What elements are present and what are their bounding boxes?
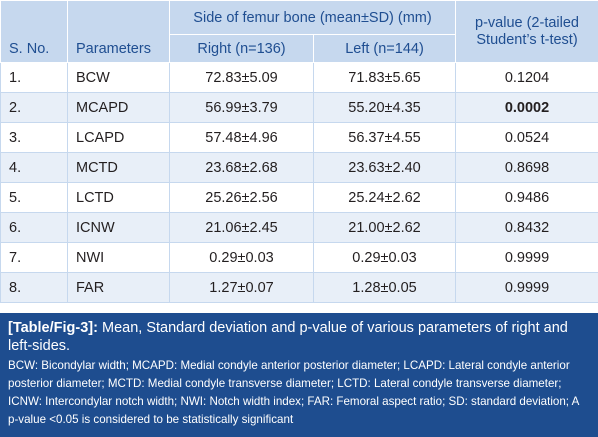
cell-pvalue: 0.8698 (455, 152, 598, 183)
table-row: 3. LCAPD 57.48±4.96 56.37±4.55 0.0524 (0, 122, 598, 153)
cell-param: LCAPD (67, 122, 170, 153)
cell-sno: 4. (0, 152, 68, 183)
cell-sno: 5. (0, 182, 68, 213)
cell-right: 72.83±5.09 (169, 62, 314, 93)
cell-param: LCTD (67, 182, 170, 213)
cell-left: 55.20±4.35 (312, 92, 457, 123)
cell-pvalue: 0.1204 (455, 62, 598, 93)
cell-param: ICNW (67, 212, 170, 243)
header-pvalue: p-value (2-tailed Student’s t-test) (455, 0, 598, 63)
header-sno: S. No. (0, 0, 68, 63)
cell-param: BCW (67, 62, 170, 93)
cell-sno: 2. (0, 92, 68, 123)
caption-title-text: Mean, Standard deviation and p-value of … (8, 320, 568, 354)
cell-left: 1.28±0.05 (312, 272, 457, 303)
cell-left: 71.83±5.65 (312, 62, 457, 93)
table-row: 1. BCW 72.83±5.09 71.83±5.65 0.1204 (0, 62, 598, 93)
cell-left: 0.29±0.03 (312, 242, 457, 273)
cell-pvalue: 0.8432 (455, 212, 598, 243)
cell-right: 21.06±2.45 (169, 212, 314, 243)
cell-right: 23.68±2.68 (169, 152, 314, 183)
figure-caption: [Table/Fig-3]: Mean, Standard deviation … (0, 313, 598, 437)
cell-pvalue: 0.9999 (455, 242, 598, 273)
table-row: 8. FAR 1.27±0.07 1.28±0.05 0.9999 (0, 272, 598, 303)
data-table: S. No. Parameters Side of femur bone (me… (0, 0, 598, 303)
cell-right: 57.48±4.96 (169, 122, 314, 153)
cell-right: 56.99±3.79 (169, 92, 314, 123)
cell-pvalue: 0.9999 (455, 272, 598, 303)
cell-sno: 1. (0, 62, 68, 93)
header-left: Left (n=144) (312, 34, 457, 63)
cell-right: 0.29±0.03 (169, 242, 314, 273)
cell-sno: 8. (0, 272, 68, 303)
header-parameters: Parameters (67, 0, 170, 63)
cell-left: 25.24±2.62 (312, 182, 457, 213)
header-right: Right (n=136) (169, 34, 314, 63)
cell-pvalue-significant: 0.0002 (455, 92, 598, 123)
caption-title: [Table/Fig-3]: Mean, Standard deviation … (8, 319, 588, 355)
cell-param: MCTD (67, 152, 170, 183)
cell-sno: 7. (0, 242, 68, 273)
cell-sno: 3. (0, 122, 68, 153)
cell-left: 21.00±2.62 (312, 212, 457, 243)
table-row: 4. MCTD 23.68±2.68 23.63±2.40 0.8698 (0, 152, 598, 183)
table-row: 5. LCTD 25.26±2.56 25.24±2.62 0.9486 (0, 182, 598, 213)
cell-sno: 6. (0, 212, 68, 243)
cell-right: 25.26±2.56 (169, 182, 314, 213)
table-row: 2. MCAPD 56.99±3.79 55.20±4.35 0.0002 (0, 92, 598, 123)
caption-label: [Table/Fig-3]: (8, 320, 98, 336)
cell-right: 1.27±0.07 (169, 272, 314, 303)
caption-notes: BCW: Bicondylar width; MCAPD: Medial con… (8, 359, 579, 426)
cell-param: MCAPD (67, 92, 170, 123)
cell-pvalue: 0.9486 (455, 182, 598, 213)
cell-left: 56.37±4.55 (312, 122, 457, 153)
table-row: 7. NWI 0.29±0.03 0.29±0.03 0.9999 (0, 242, 598, 273)
cell-param: FAR (67, 272, 170, 303)
cell-param: NWI (67, 242, 170, 273)
table-row: 6. ICNW 21.06±2.45 21.00±2.62 0.8432 (0, 212, 598, 243)
header-side-group: Side of femur bone (mean±SD) (mm) (168, 0, 457, 35)
cell-left: 23.63±2.40 (312, 152, 457, 183)
cell-pvalue: 0.0524 (455, 122, 598, 153)
